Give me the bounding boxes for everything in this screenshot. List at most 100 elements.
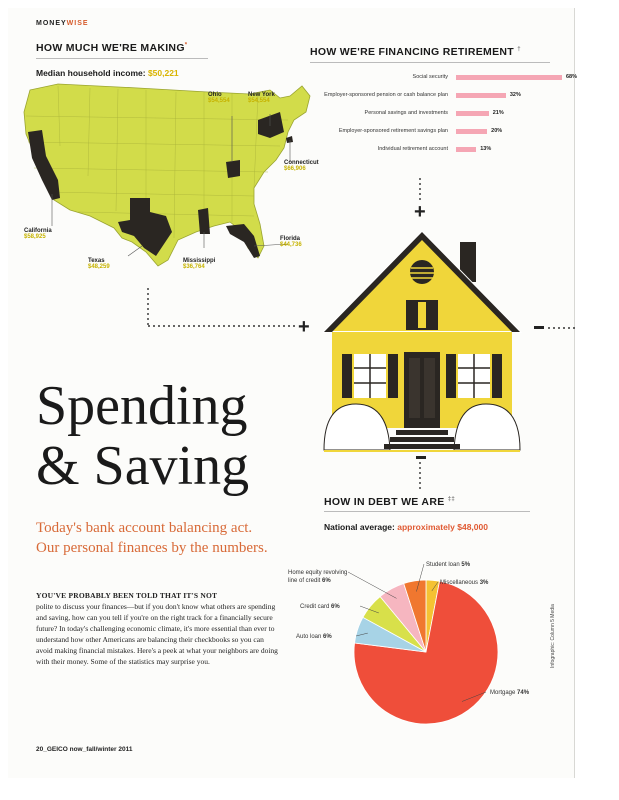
connecticut-value: $66,906 xyxy=(284,166,306,172)
new-york-value: $54,554 xyxy=(248,98,270,104)
income-heading-mark: * xyxy=(184,42,188,49)
mississippi-name: Mississippi xyxy=(183,258,216,264)
minus-sign-right xyxy=(534,326,544,329)
article-body: YOU'VE PROBABLY BEEN TOLD THAT IT'S NOT p… xyxy=(36,590,282,667)
us-land xyxy=(23,83,311,267)
plus-sign-left: + xyxy=(298,316,310,338)
retirement-rule xyxy=(310,62,550,63)
texas-name: Texas xyxy=(88,258,105,264)
income-heading-text: HOW MUCH WE'RE MAKING xyxy=(36,42,185,54)
retirement-heading: HOW WE'RE FINANCING RETIREMENT † xyxy=(310,46,521,58)
title-line-2: & Saving xyxy=(36,435,250,497)
subtitle-line-1: Today's bank account balancing act. xyxy=(36,520,253,536)
california-state xyxy=(28,130,60,200)
body-lead: YOU'VE PROBABLY BEEN TOLD THAT IT'S NOT xyxy=(36,591,218,600)
retirement-bar-label: Employer-sponsored pension or cash balan… xyxy=(324,92,448,98)
debt-heading: HOW IN DEBT WE ARE ‡‡ xyxy=(324,496,455,508)
new-york-state xyxy=(258,112,284,138)
left-bush xyxy=(323,403,391,451)
right-window xyxy=(446,354,502,398)
pie-leader-line xyxy=(359,605,379,614)
pie-leader-line xyxy=(431,581,439,592)
national-average: National average: approximately $48,000 xyxy=(324,522,488,532)
pie-slice-student-loan xyxy=(403,579,427,653)
map-label-connecticut: Connecticut $66,906 xyxy=(284,160,319,172)
map-label-ohio: Ohio $54,554 xyxy=(208,92,230,104)
income-heading: HOW MUCH WE'RE MAKING* xyxy=(36,42,187,54)
chimney xyxy=(460,242,476,282)
debt-heading-mark: ‡‡ xyxy=(447,496,456,503)
us-map xyxy=(23,83,311,267)
florida-state xyxy=(226,224,260,258)
median-income: Median household income: $50,221 xyxy=(36,68,179,78)
page-footer: 20_GEICO now_fall/winter 2011 xyxy=(36,746,133,753)
retirement-bar xyxy=(456,111,489,116)
title-line-1: Spending xyxy=(36,375,248,437)
right-bush xyxy=(453,403,521,451)
left-window xyxy=(342,354,398,398)
retirement-bar xyxy=(456,93,506,98)
retirement-bar-label: Employer-sponsored retirement savings pl… xyxy=(338,128,448,134)
median-value: $50,221 xyxy=(147,68,179,78)
magazine-page: MONEYWISE HOW MUCH WE'RE MAKING* Median … xyxy=(8,8,578,778)
texas-state xyxy=(118,198,172,256)
retirement-bar xyxy=(456,129,488,134)
retirement-heading-mark: † xyxy=(517,46,521,53)
pie-label: Home equity revolving line of credit 6% xyxy=(288,570,347,584)
pie-leader-line xyxy=(461,691,487,702)
pie-label: Mortgage 74% xyxy=(490,690,530,696)
pie-leader-line xyxy=(355,632,368,637)
debt-heading-text: HOW IN DEBT WE ARE xyxy=(324,496,445,508)
house-illustration xyxy=(321,230,523,452)
debt-rule xyxy=(324,511,530,512)
retirement-bar-value: 32% xyxy=(509,92,521,98)
ohio-value: $54,554 xyxy=(208,98,230,104)
body-text: polite to discuss your finances—but if y… xyxy=(36,602,278,666)
income-rule xyxy=(36,58,208,59)
pie-label: Miscellaneous 3% xyxy=(440,580,489,586)
debt-pie-chart: Mortgage 74% Auto loan 6% Credit card 6% Ho… xyxy=(288,562,530,725)
connector-lines: + + xyxy=(147,178,578,490)
retirement-bar-value: 21% xyxy=(492,110,504,116)
pie-label: Credit card 6% xyxy=(300,604,340,610)
retirement-bar xyxy=(456,75,562,80)
mississippi-value: $36,764 xyxy=(183,264,205,270)
map-label-mississippi: Mississippi $36,764 xyxy=(183,258,215,270)
ohio-name: Ohio xyxy=(208,92,222,98)
new-york-name: New York xyxy=(248,92,275,98)
avg-label: National average: xyxy=(324,522,395,532)
mississippi-state xyxy=(198,208,210,234)
map-label-texas: Texas $48,259 xyxy=(88,258,110,270)
retirement-bar-value: 68% xyxy=(566,74,578,80)
attic-vent xyxy=(410,260,434,284)
article-title: Spending & Saving xyxy=(36,376,249,496)
subtitle-line-2: Our personal finances by the numbers. xyxy=(36,540,268,556)
florida-name: Florida xyxy=(280,236,301,242)
minus-sign-bottom xyxy=(416,456,426,459)
section-brand: MONEYWISE xyxy=(36,20,89,27)
retirement-bar-label: Social security xyxy=(412,74,448,80)
brand-wise: WISE xyxy=(66,20,89,27)
map-leader-lines xyxy=(51,114,291,257)
retirement-bar-value: 20% xyxy=(491,128,503,134)
florida-value: $44,736 xyxy=(280,242,302,248)
map-label-new-york: New York $54,554 xyxy=(248,92,275,104)
map-label-california: California $58,925 xyxy=(24,228,52,240)
front-steps xyxy=(384,430,460,449)
california-name: California xyxy=(24,228,52,234)
pie-leader-line xyxy=(347,571,397,599)
connecticut-name: Connecticut xyxy=(284,160,319,166)
california-value: $58,925 xyxy=(24,234,46,240)
plus-sign-top: + xyxy=(414,201,426,223)
retirement-bar-label: Individual retirement account xyxy=(377,146,448,152)
pie-label: Student loan 5% xyxy=(426,562,471,568)
pie-label: Auto loan 6% xyxy=(296,634,332,640)
texas-value: $48,259 xyxy=(88,264,110,270)
median-label: Median household income: xyxy=(36,68,146,78)
retirement-bar xyxy=(456,147,477,152)
pie-slice-mortgage xyxy=(353,580,499,725)
retirement-bar-value: 13% xyxy=(480,146,492,152)
pie-leader-line xyxy=(416,563,425,592)
connecticut-state xyxy=(286,136,293,143)
brand-money: MONEY xyxy=(36,20,67,27)
